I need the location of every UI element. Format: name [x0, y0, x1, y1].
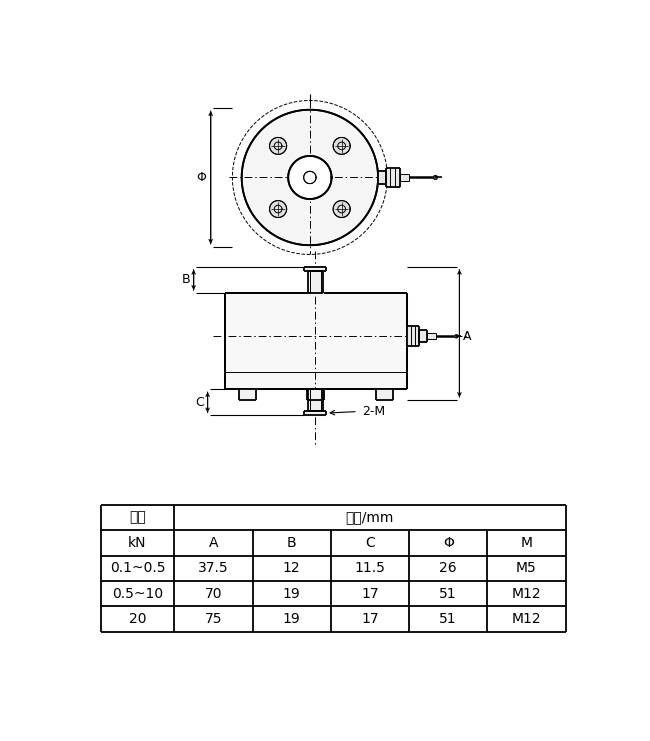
Text: M12: M12 [512, 587, 541, 601]
Text: C: C [196, 396, 204, 409]
Polygon shape [304, 411, 326, 416]
Text: 19: 19 [283, 587, 300, 601]
Text: M5: M5 [516, 561, 537, 575]
Text: 0.5~10: 0.5~10 [112, 587, 163, 601]
Polygon shape [307, 271, 323, 293]
Text: 0.1~0.5: 0.1~0.5 [110, 561, 165, 575]
Polygon shape [333, 137, 350, 154]
Text: 26: 26 [439, 561, 457, 575]
Text: Φ: Φ [196, 171, 206, 184]
Polygon shape [434, 176, 437, 179]
Text: 37.5: 37.5 [198, 561, 229, 575]
Text: 2-M: 2-M [362, 405, 385, 418]
Polygon shape [225, 293, 407, 389]
Polygon shape [386, 168, 400, 187]
Polygon shape [288, 156, 332, 199]
Text: B: B [287, 536, 296, 550]
Polygon shape [242, 110, 378, 245]
Text: 70: 70 [205, 587, 222, 601]
Text: M: M [521, 536, 532, 550]
Polygon shape [304, 171, 316, 184]
Polygon shape [419, 330, 427, 342]
Polygon shape [304, 267, 326, 271]
Text: M12: M12 [512, 612, 541, 626]
Text: 51: 51 [439, 587, 457, 601]
Text: Φ: Φ [443, 536, 454, 550]
Polygon shape [239, 389, 255, 400]
Text: A: A [463, 330, 471, 343]
Text: A: A [209, 536, 218, 550]
Polygon shape [307, 389, 324, 400]
Text: 尺寸/mm: 尺寸/mm [346, 511, 394, 525]
Text: 17: 17 [361, 587, 379, 601]
Text: 51: 51 [439, 612, 457, 626]
Polygon shape [270, 201, 287, 218]
Polygon shape [376, 389, 393, 400]
Text: 17: 17 [361, 612, 379, 626]
Text: C: C [365, 536, 375, 550]
Text: B: B [181, 273, 190, 286]
Polygon shape [378, 171, 386, 184]
Polygon shape [333, 201, 350, 218]
Polygon shape [407, 326, 419, 346]
Polygon shape [455, 335, 458, 338]
Text: 量程: 量程 [129, 511, 146, 525]
Text: 75: 75 [205, 612, 222, 626]
Text: 11.5: 11.5 [354, 561, 385, 575]
Polygon shape [427, 333, 436, 339]
Text: 12: 12 [283, 561, 300, 575]
Text: 19: 19 [283, 612, 300, 626]
Text: 20: 20 [129, 612, 146, 626]
Polygon shape [400, 173, 409, 182]
Polygon shape [307, 389, 323, 411]
Polygon shape [270, 137, 287, 154]
Text: kN: kN [128, 536, 147, 550]
